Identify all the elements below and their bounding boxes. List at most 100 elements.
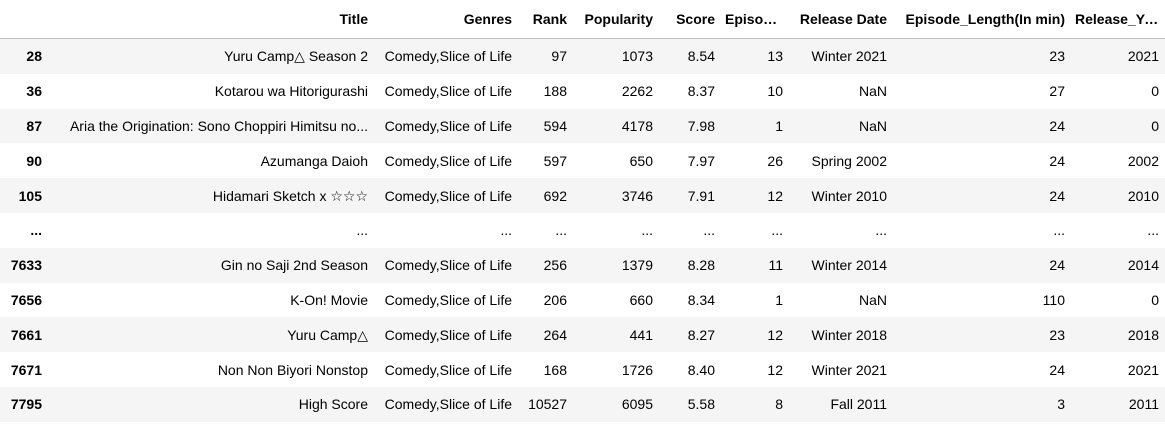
cell-episode-length: 24 — [1049, 361, 1065, 378]
table-row: .............................. — [0, 212, 1165, 248]
cell-popularity: ... — [641, 222, 653, 239]
cell-release-date: Winter 2021 — [811, 48, 887, 65]
index-header — [0, 0, 52, 39]
cell-release-year: ... — [1147, 222, 1159, 239]
cell-popularity: 650 — [629, 152, 653, 169]
cell-release-date: Winter 2010 — [811, 187, 887, 204]
cell-release-year: 2021 — [1127, 48, 1159, 65]
cell-release-year: 2002 — [1127, 152, 1159, 169]
cell-genres: Comedy,Slice of Life — [384, 187, 512, 204]
cell-genres: ... — [500, 222, 512, 239]
cell-release-year: 2014 — [1127, 257, 1159, 274]
cell-rank: 692 — [543, 187, 567, 204]
cell-release-date: NaN — [858, 117, 887, 134]
table-row: 36 Kotarou wa Hitorigurashi Comedy,Slice o… — [0, 73, 1165, 109]
table-row: 7633 Gin no Saji 2nd Season Comedy,Slice o… — [0, 247, 1165, 283]
cell-release-year: 0 — [1151, 291, 1159, 308]
cell-score: 7.98 — [687, 117, 715, 134]
cell-release-date: ... — [875, 222, 887, 239]
cell-rank: 594 — [543, 117, 567, 134]
cell-popularity: 2262 — [621, 83, 653, 100]
cell-title: Hidamari Sketch x ☆☆☆ — [212, 187, 368, 204]
cell-popularity: 4178 — [621, 117, 653, 134]
cell-rank: 206 — [543, 291, 567, 308]
cell-title: Yuru Camp△ Season 2 — [224, 48, 368, 65]
cell-rank: 188 — [543, 83, 567, 100]
cell-episodes: 8 — [775, 396, 783, 413]
cell-title: High Score — [298, 396, 368, 413]
row-index: 28 — [26, 48, 42, 65]
cell-title: Gin no Saji 2nd Season — [220, 257, 368, 274]
cell-title: Non Non Biyori Nonstop — [217, 361, 368, 378]
cell-release-year: 0 — [1151, 83, 1159, 100]
cell-title: Kotarou wa Hitorigurashi — [214, 83, 368, 100]
cell-episodes: 1 — [775, 117, 783, 134]
row-index: 87 — [26, 117, 42, 134]
cell-genres: Comedy,Slice of Life — [384, 83, 512, 100]
row-index: 7795 — [10, 396, 42, 413]
cell-popularity: 1726 — [621, 361, 653, 378]
cell-rank: 168 — [543, 361, 567, 378]
cell-score: ... — [703, 222, 715, 239]
row-index: 36 — [26, 83, 42, 100]
cell-release-date: Winter 2018 — [811, 326, 887, 343]
cell-episode-length: 24 — [1049, 257, 1065, 274]
cell-episode-length: 3 — [1057, 396, 1065, 413]
cell-genres: Comedy,Slice of Life — [384, 117, 512, 134]
dataframe-table: Title Genres Rank Popularity Score Episo… — [0, 0, 1165, 422]
cell-release-date: Winter 2014 — [811, 257, 887, 274]
row-index: 7671 — [10, 361, 42, 378]
column-header-episode-length: Episode_Length(In min) — [893, 0, 1071, 39]
cell-episodes: 12 — [767, 361, 783, 378]
cell-score: 7.97 — [687, 152, 715, 169]
cell-title: Yuru Camp△ — [287, 326, 368, 343]
table-row: 7656 K-On! Movie Comedy,Slice of Life 206 66… — [0, 282, 1165, 318]
cell-title: K-On! Movie — [290, 291, 368, 308]
cell-rank: 597 — [543, 152, 567, 169]
cell-genres: Comedy,Slice of Life — [384, 152, 512, 169]
cell-episode-length: 24 — [1049, 187, 1065, 204]
cell-genres: Comedy,Slice of Life — [384, 396, 512, 413]
cell-score: 8.27 — [687, 326, 715, 343]
cell-popularity: 1073 — [621, 48, 653, 65]
cell-release-year: 2021 — [1127, 361, 1159, 378]
cell-score: 8.40 — [687, 361, 715, 378]
cell-genres: Comedy,Slice of Life — [384, 326, 512, 343]
table-row: 105 Hidamari Sketch x ☆☆☆ Comedy,Slice of … — [0, 178, 1165, 213]
row-index: ... — [30, 222, 42, 239]
cell-episodes: 12 — [767, 326, 783, 343]
cell-genres: Comedy,Slice of Life — [384, 291, 512, 308]
cell-rank: 256 — [543, 257, 567, 274]
table-row: 7795 High Score Comedy,Slice of Life 10527 6… — [0, 386, 1165, 422]
cell-episodes: 13 — [767, 48, 783, 65]
column-header-release-date: Release Date — [789, 0, 893, 39]
cell-episodes: 12 — [767, 187, 783, 204]
header-row: Title Genres Rank Popularity Score Episo… — [0, 0, 1165, 39]
column-header-score: Score — [659, 0, 721, 39]
table-row: 7661 Yuru Camp△ Comedy,Slice of Life 264 441… — [0, 317, 1165, 353]
row-index: 7656 — [10, 291, 42, 308]
cell-title: Aria the Origination: Sono Choppiri Himi… — [69, 117, 368, 134]
cell-release-year: 2011 — [1128, 396, 1159, 413]
cell-release-date: NaN — [858, 83, 887, 100]
cell-release-date: Spring 2002 — [811, 152, 887, 169]
cell-release-year: 2018 — [1127, 326, 1159, 343]
cell-episode-length: 24 — [1049, 152, 1065, 169]
cell-score: 8.54 — [687, 48, 715, 65]
row-index: 7661 — [10, 326, 42, 343]
cell-score: 7.91 — [687, 187, 715, 204]
cell-release-year: 2010 — [1127, 187, 1159, 204]
cell-episode-length: 23 — [1049, 48, 1065, 65]
table-row: 28 Yuru Camp△ Season 2 Comedy,Slice of Lif… — [0, 38, 1165, 74]
cell-episodes: ... — [771, 222, 783, 239]
table-body: 28 Yuru Camp△ Season 2 Comedy,Slice of Lif… — [0, 38, 1165, 422]
cell-popularity: 3746 — [621, 187, 653, 204]
cell-rank: 10527 — [528, 396, 567, 413]
cell-release-date: NaN — [858, 291, 887, 308]
cell-popularity: 1379 — [621, 257, 653, 274]
column-header-title: Title — [52, 0, 374, 39]
cell-episode-length: 27 — [1049, 83, 1065, 100]
cell-popularity: 6095 — [621, 396, 653, 413]
cell-score: 8.37 — [687, 83, 715, 100]
